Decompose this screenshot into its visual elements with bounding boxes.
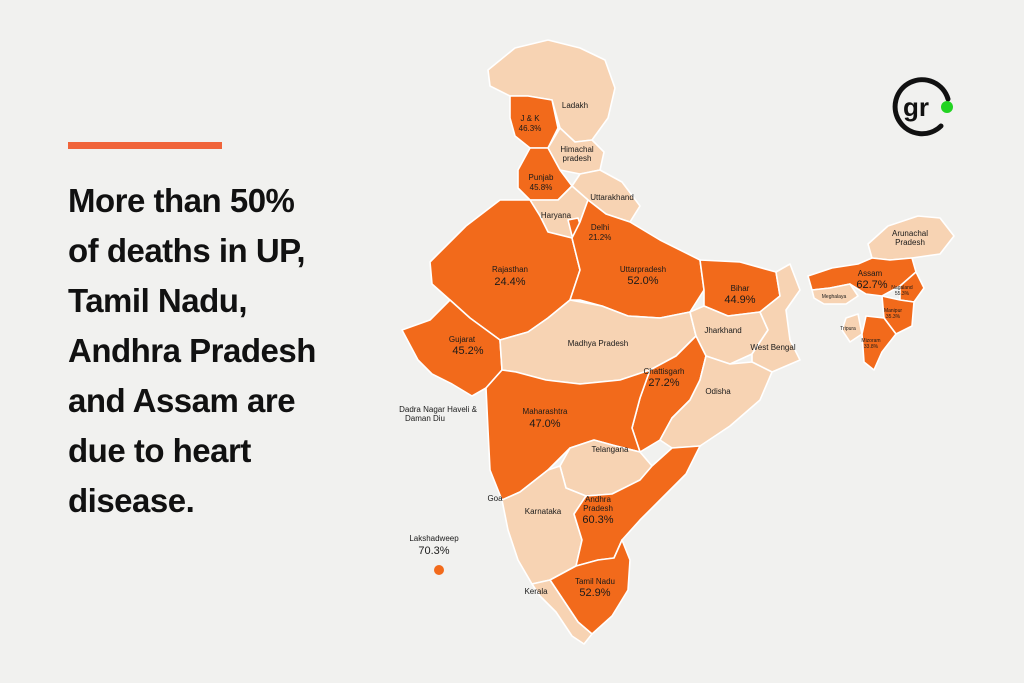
state-himachal <box>547 127 605 175</box>
state-kerala <box>531 579 593 645</box>
label-maharashtra: Maharashtra <box>523 407 568 416</box>
label-telangana: Telangana <box>592 445 629 454</box>
label-ap: Andhra <box>585 495 611 504</box>
label-punjab: Punjab <box>529 173 554 182</box>
label-tn: Tamil Nadu <box>575 577 615 586</box>
label-up: Uttarpradesh <box>620 265 666 274</box>
headline-line-3: Tamil Nadu, <box>68 282 248 319</box>
state-mizoram <box>861 315 897 371</box>
lakshadweep-dot <box>434 565 444 575</box>
value-up: 52.0% <box>627 275 658 287</box>
label-rajasthan: Rajasthan <box>492 265 528 274</box>
label-tripura: Tripura <box>840 326 856 332</box>
value-jk: 46.3% <box>519 124 542 133</box>
label-lakshadweep: Lakshadweep <box>409 534 459 543</box>
state-meghalaya <box>811 283 859 305</box>
value-bihar: 44.9% <box>724 294 755 306</box>
label-assam: Assam <box>858 269 883 278</box>
label-dnhdd: Dadra Nagar Haveli & <box>399 405 477 414</box>
state-tripura <box>841 313 863 343</box>
label-arunachal: Arunachal <box>892 229 928 238</box>
label-dnhdd-2: Daman Diu <box>405 414 445 423</box>
logo-green-dot <box>941 101 953 113</box>
label-jharkhand: Jharkhand <box>704 326 741 335</box>
label-chhattisgarh: Chattisgarh <box>644 367 685 376</box>
headline-line-1: More than 50% <box>68 182 295 219</box>
value-rajasthan: 24.4% <box>494 276 525 288</box>
logo-ring <box>892 77 951 137</box>
value-chhattisgarh: 27.2% <box>648 377 679 389</box>
value-manipur: 35.3% <box>886 314 901 320</box>
value-tn: 52.9% <box>579 587 610 599</box>
label-meghalaya: Meghalaya <box>822 294 847 300</box>
label-jk: J & K <box>520 114 540 123</box>
value-nagaland: 55.3% <box>895 291 910 297</box>
headline-line-5: and Assam are <box>68 382 296 419</box>
state-ap <box>573 445 701 567</box>
label-kerala: Kerala <box>524 587 548 596</box>
label-nagaland: Nagaland <box>891 285 913 291</box>
label-arunachal-2: Pradesh <box>895 238 925 247</box>
value-lakshadweep: 70.3% <box>418 545 449 557</box>
value-mizoram: 33.8% <box>864 344 879 350</box>
label-haryana: Haryana <box>541 211 572 220</box>
state-up <box>569 199 705 319</box>
label-westbengal: West Bengal <box>750 343 795 352</box>
label-mp: Madhya Pradesh <box>568 339 628 348</box>
headline: More than 50% of deaths in UP, Tamil Nad… <box>68 176 398 526</box>
label-mizoram: Mizoram <box>861 338 880 344</box>
state-nagaland <box>899 271 925 303</box>
label-bihar: Bihar <box>731 284 750 293</box>
label-himachal-2: pradesh <box>563 154 592 163</box>
value-gujarat: 45.2% <box>452 345 483 357</box>
headline-line-7: disease. <box>68 482 195 519</box>
label-uttarakhand: Uttarakhand <box>590 193 634 202</box>
value-assam: 62.7% <box>856 279 887 291</box>
state-westbengal <box>751 263 801 373</box>
label-ap-2: Pradesh <box>583 504 613 513</box>
value-ap: 60.3% <box>582 514 613 526</box>
label-himachal: Himachal <box>560 145 594 154</box>
headline-line-4: Andhra Pradesh <box>68 332 316 369</box>
accent-bar <box>68 142 222 149</box>
value-delhi: 21.2% <box>589 233 612 242</box>
label-gujarat: Gujarat <box>449 335 476 344</box>
label-manipur: Manipur <box>884 308 902 314</box>
label-karnataka: Karnataka <box>525 507 562 516</box>
headline-line-2: of deaths in UP, <box>68 232 306 269</box>
label-odisha: Odisha <box>705 387 731 396</box>
value-punjab: 45.8% <box>530 183 553 192</box>
label-delhi: Delhi <box>591 223 609 232</box>
value-maharashtra: 47.0% <box>529 418 560 430</box>
gr-logo-icon: gr <box>892 77 953 137</box>
logo-text: gr <box>903 92 929 122</box>
label-goa: Goa <box>487 494 503 503</box>
state-odisha <box>659 355 773 449</box>
headline-line-6: due to heart <box>68 432 251 469</box>
label-ladakh: Ladakh <box>562 101 588 110</box>
